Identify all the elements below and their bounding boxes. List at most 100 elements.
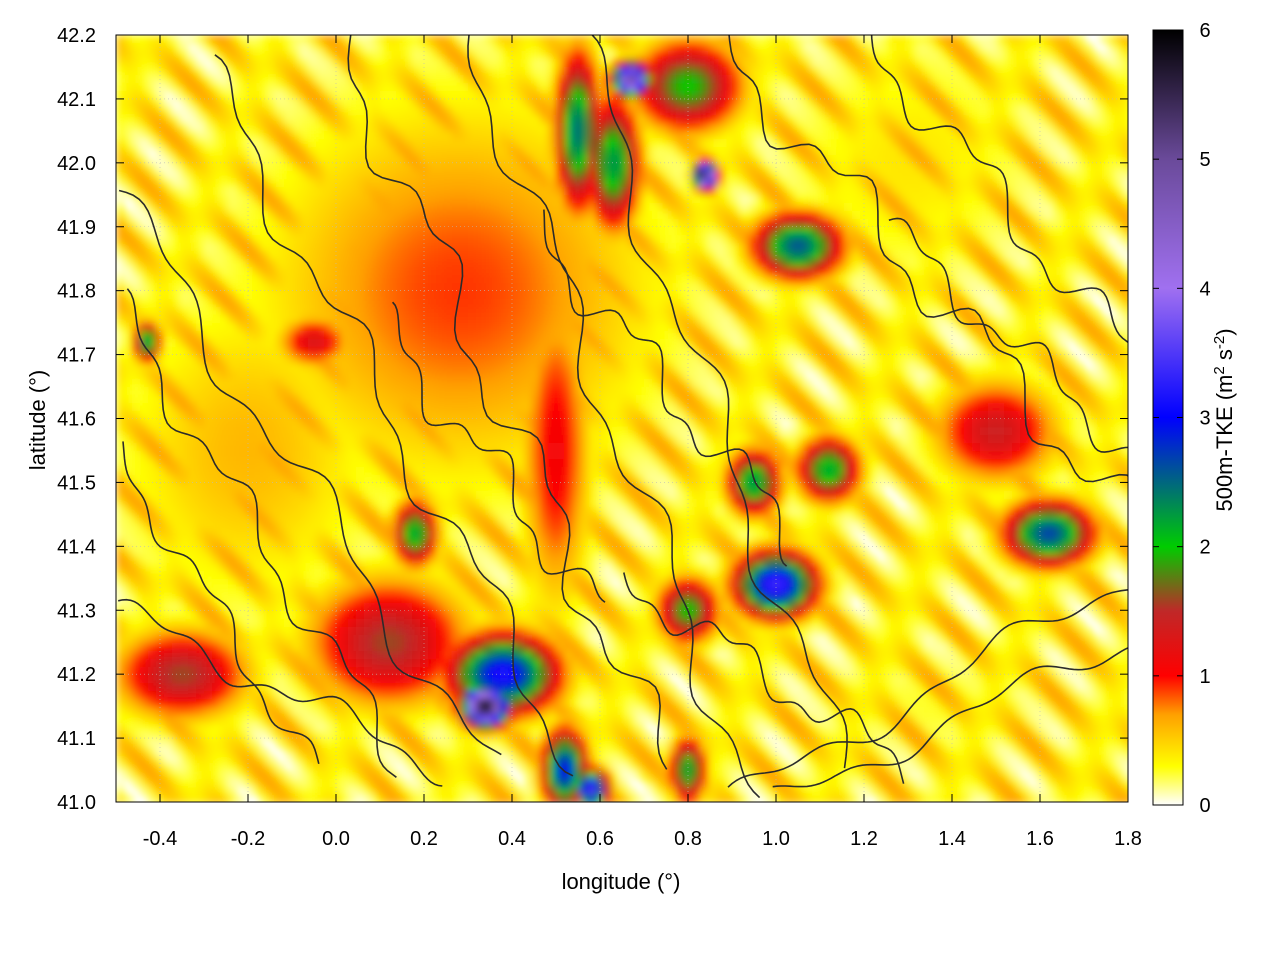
tke-cell bbox=[388, 275, 397, 284]
tke-cell bbox=[924, 299, 933, 308]
tke-cell bbox=[804, 147, 813, 156]
tke-cell bbox=[212, 331, 221, 340]
tke-cell bbox=[332, 139, 341, 148]
tke-cell bbox=[348, 307, 357, 316]
tke-cell bbox=[876, 307, 885, 316]
tke-cell bbox=[268, 219, 277, 228]
tke-cell bbox=[964, 267, 973, 276]
tke-cell bbox=[860, 291, 869, 300]
tke-cell bbox=[684, 75, 693, 84]
tke-cell bbox=[348, 43, 357, 52]
tke-cell bbox=[796, 51, 805, 60]
tke-cell bbox=[1068, 115, 1077, 124]
tke-cell bbox=[948, 251, 957, 260]
tke-cell bbox=[428, 179, 437, 188]
tke-cell bbox=[540, 267, 549, 276]
tke-cell bbox=[572, 307, 581, 316]
tke-cell bbox=[804, 131, 813, 140]
tke-cell bbox=[748, 251, 757, 260]
tke-cell bbox=[324, 339, 333, 348]
tke-cell bbox=[884, 35, 893, 44]
tke-cell bbox=[148, 67, 157, 76]
tke-cell bbox=[820, 219, 829, 228]
tke-cell bbox=[460, 147, 469, 156]
tke-cell bbox=[644, 331, 653, 340]
tke-cell bbox=[452, 187, 461, 196]
tke-cell bbox=[676, 107, 685, 116]
tke-cell bbox=[668, 243, 677, 252]
tke-cell bbox=[540, 235, 549, 244]
tke-cell bbox=[1084, 131, 1093, 140]
tke-cell bbox=[284, 147, 293, 156]
tke-cell bbox=[508, 291, 517, 300]
tke-cell bbox=[804, 171, 813, 180]
tke-cell bbox=[644, 115, 653, 124]
tke-cell bbox=[956, 59, 965, 68]
tke-cell bbox=[828, 267, 837, 276]
tke-cell bbox=[1060, 275, 1069, 284]
tke-cell bbox=[260, 259, 269, 268]
tke-cell bbox=[796, 59, 805, 68]
tke-cell bbox=[260, 51, 269, 60]
tke-cell bbox=[556, 267, 565, 276]
tke-cell bbox=[844, 267, 853, 276]
tke-cell bbox=[900, 339, 909, 348]
tke-cell bbox=[916, 211, 925, 220]
tke-cell bbox=[276, 163, 285, 172]
tke-cell bbox=[732, 195, 741, 204]
tke-cell bbox=[124, 235, 133, 244]
tke-cell bbox=[908, 51, 917, 60]
tke-cell bbox=[620, 99, 629, 108]
tke-cell bbox=[348, 51, 357, 60]
tke-cell bbox=[1068, 195, 1077, 204]
tke-cell bbox=[1020, 323, 1029, 332]
tke-cell bbox=[1100, 315, 1109, 324]
tke-cell bbox=[620, 115, 629, 124]
tke-cell bbox=[276, 123, 285, 132]
tke-cell bbox=[1084, 251, 1093, 260]
tke-cell bbox=[204, 315, 213, 324]
tke-cell bbox=[524, 83, 533, 92]
tke-cell bbox=[1076, 315, 1085, 324]
tke-cell bbox=[396, 155, 405, 164]
tke-cell bbox=[116, 99, 125, 108]
tke-cell bbox=[452, 155, 461, 164]
tke-cell bbox=[484, 267, 493, 276]
tke-cell bbox=[204, 347, 213, 356]
tke-cell bbox=[412, 107, 421, 116]
tke-cell bbox=[140, 323, 149, 332]
tke-cell bbox=[676, 291, 685, 300]
tke-cell bbox=[396, 99, 405, 108]
tke-cell bbox=[884, 107, 893, 116]
tke-cell bbox=[260, 147, 269, 156]
tke-cell bbox=[252, 123, 261, 132]
tke-cell bbox=[772, 123, 781, 132]
tke-cell bbox=[900, 203, 909, 212]
tke-cell bbox=[268, 323, 277, 332]
tke-cell bbox=[324, 283, 333, 292]
tke-cell bbox=[972, 75, 981, 84]
tke-cell bbox=[708, 211, 717, 220]
tke-cell bbox=[324, 203, 333, 212]
tke-cell bbox=[148, 99, 157, 108]
tke-cell bbox=[668, 195, 677, 204]
tke-cell bbox=[508, 259, 517, 268]
tke-cell bbox=[396, 259, 405, 268]
tke-cell bbox=[940, 259, 949, 268]
tke-cell bbox=[852, 35, 861, 44]
tke-cell bbox=[244, 347, 253, 356]
tke-cell bbox=[620, 211, 629, 220]
tke-cell bbox=[1036, 235, 1045, 244]
tke-cell bbox=[924, 67, 933, 76]
tke-cell bbox=[932, 171, 941, 180]
tke-cell bbox=[404, 67, 413, 76]
tke-cell bbox=[300, 211, 309, 220]
tke-cell bbox=[1068, 99, 1077, 108]
tke-cell bbox=[820, 115, 829, 124]
tke-cell bbox=[900, 243, 909, 252]
tke-cell bbox=[1084, 203, 1093, 212]
tke-cell bbox=[516, 131, 525, 140]
tke-cell bbox=[1116, 307, 1125, 316]
tke-cell bbox=[1012, 195, 1021, 204]
tke-cell bbox=[1076, 99, 1085, 108]
